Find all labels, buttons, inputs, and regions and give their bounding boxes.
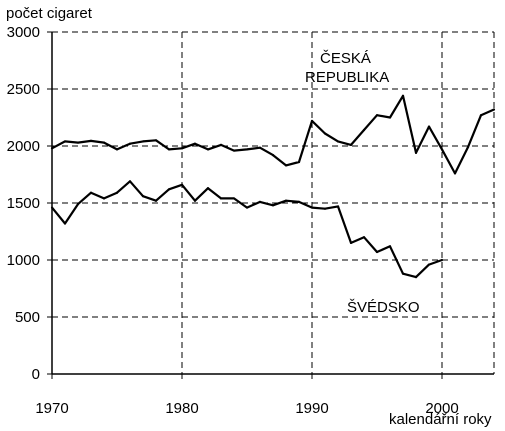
data-point (297, 160, 301, 164)
data-point (206, 148, 210, 151)
data-point (180, 183, 184, 186)
tick-labels: 0 500 1000 1500 2000 2500 3000 1970 1980 1990 2000 (7, 24, 459, 417)
data-point (401, 94, 405, 97)
data-point (50, 206, 54, 209)
data-point (271, 204, 275, 207)
data-point (414, 151, 418, 154)
y-tick-label: 2000 (7, 138, 40, 155)
data-point (102, 197, 106, 200)
data-point (167, 148, 171, 151)
data-point (349, 143, 353, 146)
data-point (336, 205, 340, 208)
data-point (245, 148, 249, 151)
data-point (440, 258, 444, 262)
data-point (180, 147, 184, 150)
x-tick-label: 2000 (425, 400, 458, 417)
data-point (128, 180, 132, 183)
data-point (388, 245, 392, 248)
data-point (258, 200, 262, 203)
data-point (141, 140, 145, 143)
data-point (219, 143, 223, 146)
axes (47, 31, 494, 379)
data-point (440, 148, 444, 151)
grid (52, 31, 495, 374)
data-point (466, 146, 470, 149)
data-point (219, 197, 223, 200)
y-tick-label: 500 (15, 309, 40, 326)
data-point (63, 140, 67, 143)
data-point (232, 149, 236, 152)
series-annotation-2: ŠVÉDSKO (347, 299, 420, 316)
data-point (323, 132, 327, 135)
data-point (310, 119, 314, 123)
x-tick-label: 1970 (35, 400, 68, 417)
data-point (167, 188, 171, 191)
data-point (128, 142, 132, 145)
data-point (375, 114, 379, 117)
series-annotation-1: ČESKÁ (320, 50, 371, 67)
data-point (284, 199, 288, 202)
data-point (414, 276, 418, 279)
series-line-2 (51, 180, 443, 279)
y-axis-title: počet cigaret (6, 5, 93, 22)
data-point (375, 250, 379, 254)
data-point (336, 140, 340, 143)
data-point (89, 139, 93, 142)
y-tick-label: 1000 (7, 252, 40, 269)
data-point (102, 141, 106, 144)
data-point (232, 197, 236, 200)
data-point (492, 108, 496, 111)
data-point (388, 116, 392, 119)
data-point (258, 146, 262, 149)
data-point (362, 236, 366, 239)
data-point (297, 200, 301, 203)
data-point (63, 222, 67, 225)
data-point (284, 164, 288, 167)
x-tick-label: 1990 (295, 400, 328, 417)
series-annotations: ČESKÁ REPUBLIKA ŠVÉDSKO (305, 50, 420, 316)
x-axis-title: kalendářní roky (389, 411, 492, 428)
series-line-1 (51, 94, 495, 175)
data-point (362, 128, 366, 132)
data-point (141, 195, 145, 198)
y-tick-label: 3000 (7, 24, 40, 41)
data-point (453, 172, 457, 175)
data-point (271, 154, 275, 157)
series-lines (50, 94, 496, 279)
data-point (401, 272, 405, 275)
data-point (323, 207, 327, 210)
data-point (76, 203, 80, 206)
data-point (206, 187, 210, 190)
series-annotation-1: REPUBLIKA (305, 69, 389, 86)
data-point (193, 142, 197, 145)
data-point (245, 206, 249, 209)
data-point (89, 191, 93, 194)
data-point (154, 139, 158, 142)
y-tick-label: 2500 (7, 81, 40, 98)
data-point (427, 263, 431, 266)
data-point (479, 114, 483, 117)
data-point (76, 141, 80, 144)
x-tick-label: 1980 (165, 400, 198, 417)
data-point (115, 191, 119, 194)
data-point (193, 199, 197, 202)
data-point (310, 206, 314, 209)
y-tick-label: 0 (32, 366, 40, 383)
data-point (154, 199, 158, 202)
data-point (115, 148, 119, 151)
data-point (427, 125, 431, 128)
data-point (349, 241, 353, 244)
y-tick-label: 1500 (7, 195, 40, 212)
data-point (50, 147, 54, 150)
